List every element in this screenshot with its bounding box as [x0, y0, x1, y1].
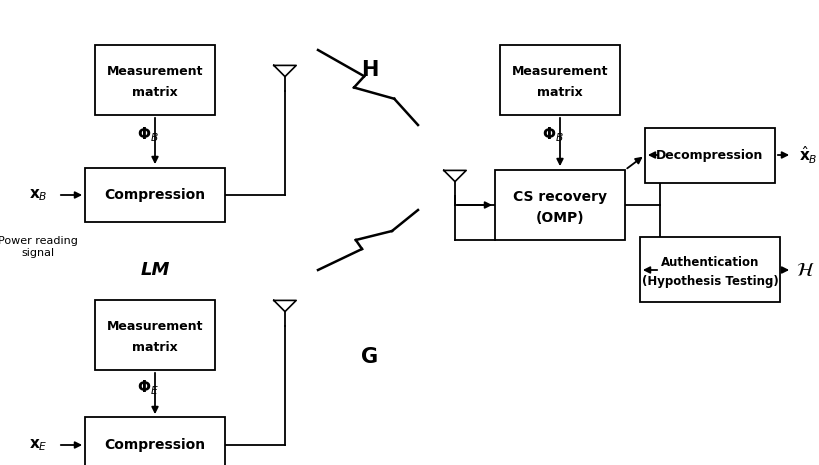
Text: (Hypothesis Testing): (Hypothesis Testing): [640, 275, 777, 288]
Text: Power reading
signal: Power reading signal: [0, 236, 78, 258]
FancyBboxPatch shape: [95, 300, 215, 370]
FancyBboxPatch shape: [495, 170, 624, 240]
FancyBboxPatch shape: [639, 238, 779, 303]
Text: Measurement: Measurement: [511, 65, 608, 78]
Text: Compression: Compression: [104, 188, 206, 202]
FancyBboxPatch shape: [95, 45, 215, 115]
Text: $\mathbf{\Phi}_B$: $\mathbf{\Phi}_B$: [541, 126, 563, 144]
Text: matrix: matrix: [132, 341, 178, 354]
Text: $\hat{\mathbf{x}}_B$: $\hat{\mathbf{x}}_B$: [798, 144, 817, 166]
Text: matrix: matrix: [132, 86, 178, 99]
Text: $\mathbf{\Phi}_B$: $\mathbf{\Phi}_B$: [137, 126, 159, 144]
Text: G: G: [361, 347, 378, 367]
FancyBboxPatch shape: [645, 127, 774, 182]
Text: Measurement: Measurement: [106, 65, 203, 78]
Text: Decompression: Decompression: [655, 148, 762, 161]
Text: (OMP): (OMP): [535, 211, 584, 225]
FancyBboxPatch shape: [500, 45, 619, 115]
Text: $\mathcal{H}$: $\mathcal{H}$: [794, 260, 813, 279]
FancyBboxPatch shape: [85, 167, 224, 222]
Text: H: H: [361, 60, 378, 80]
Text: $\mathbf{x}_E$: $\mathbf{x}_E$: [29, 437, 48, 453]
Text: LM: LM: [140, 261, 170, 279]
Text: Compression: Compression: [104, 438, 206, 452]
Text: matrix: matrix: [536, 86, 582, 99]
Text: Authentication: Authentication: [660, 256, 758, 269]
Text: $\mathbf{\Phi}_E$: $\mathbf{\Phi}_E$: [137, 379, 159, 398]
FancyBboxPatch shape: [85, 418, 224, 465]
Text: CS recovery: CS recovery: [513, 190, 606, 204]
Text: $\mathbf{x}_B$: $\mathbf{x}_B$: [29, 187, 48, 203]
Text: Measurement: Measurement: [106, 320, 203, 333]
